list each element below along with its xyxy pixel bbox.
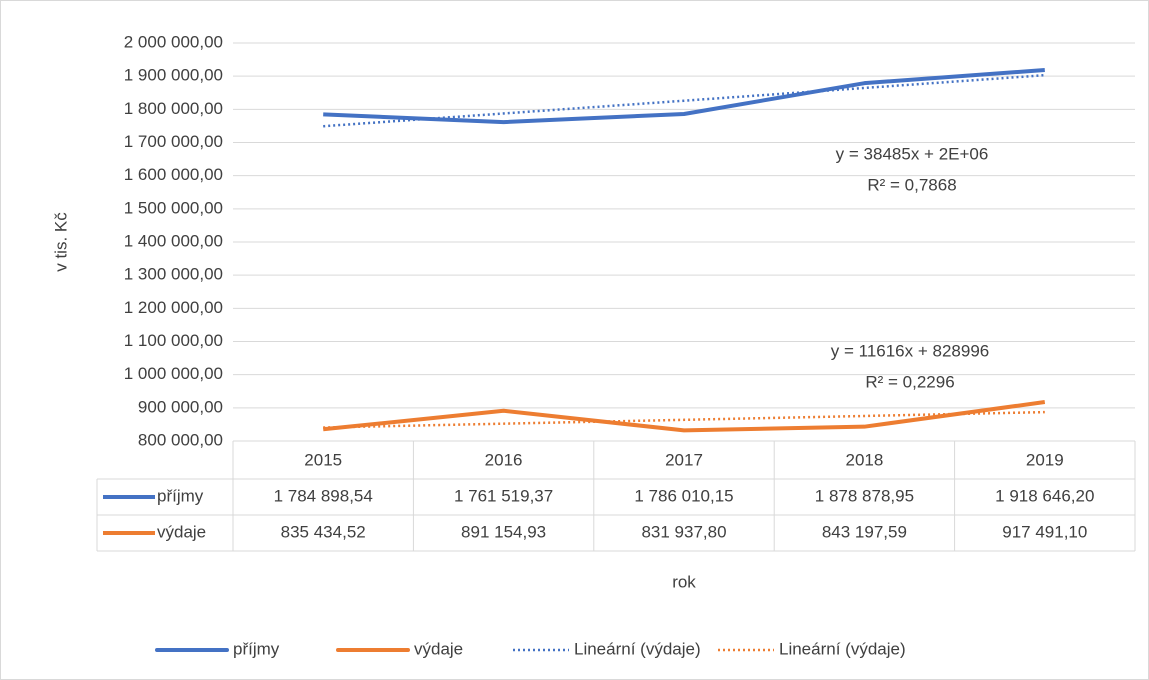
- x-tick-label: 2016: [485, 450, 523, 469]
- x-axis-label: rok: [672, 572, 696, 591]
- table-row-label: výdaje: [157, 522, 206, 541]
- legend-label: výdaje: [414, 639, 463, 658]
- y-tick-label: 1 800 000,00: [124, 99, 223, 118]
- trend-r2: R² = 0,2296: [865, 372, 954, 391]
- y-tick-label: 1 500 000,00: [124, 198, 223, 217]
- y-axis-label: v tis. Kč: [51, 212, 70, 272]
- table-cell: 1 784 898,54: [274, 486, 373, 505]
- table-cell: 1 918 646,20: [995, 486, 1094, 505]
- y-tick-label: 2 000 000,00: [124, 32, 223, 51]
- y-tick-label: 1 600 000,00: [124, 165, 223, 184]
- y-tick-label: 1 700 000,00: [124, 132, 223, 151]
- trendline: [323, 410, 1045, 429]
- trend-equation: y = 11616x + 828996: [831, 341, 990, 360]
- series-line: [323, 67, 1045, 125]
- trendline: [323, 73, 1045, 128]
- y-tick-label: 1 900 000,00: [124, 66, 223, 85]
- y-tick-label: 1 200 000,00: [124, 298, 223, 317]
- legend-label: příjmy: [233, 639, 280, 658]
- table-row-label: příjmy: [157, 486, 204, 505]
- series-line: [322, 400, 1046, 433]
- y-tick-label: 1 100 000,00: [124, 331, 223, 350]
- legend-label: Lineární (výdaje): [779, 639, 906, 658]
- table-cell: 1 786 010,15: [634, 486, 733, 505]
- y-tick-label: 1 400 000,00: [124, 231, 223, 250]
- x-tick-label: 2015: [304, 450, 342, 469]
- table-cell: 891 154,93: [461, 522, 546, 541]
- trend-equation: y = 38485x + 2E+06: [836, 144, 989, 163]
- y-tick-label: 900 000,00: [138, 397, 223, 416]
- legend-label: Lineární (výdaje): [574, 639, 701, 658]
- x-tick-label: 2017: [665, 450, 703, 469]
- table-cell: 1 761 519,37: [454, 486, 553, 505]
- table-cell: 843 197,59: [822, 522, 907, 541]
- y-tick-label: 1 300 000,00: [124, 265, 223, 284]
- trend-r2: R² = 0,7868: [867, 175, 956, 194]
- x-tick-label: 2018: [845, 450, 883, 469]
- y-tick-label: 800 000,00: [138, 430, 223, 449]
- table-cell: 835 434,52: [281, 522, 366, 541]
- y-tick-label: 1 000 000,00: [124, 364, 223, 383]
- table-cell: 831 937,80: [641, 522, 726, 541]
- table-cell: 1 878 878,95: [815, 486, 914, 505]
- x-tick-label: 2019: [1026, 450, 1064, 469]
- table-cell: 917 491,10: [1002, 522, 1087, 541]
